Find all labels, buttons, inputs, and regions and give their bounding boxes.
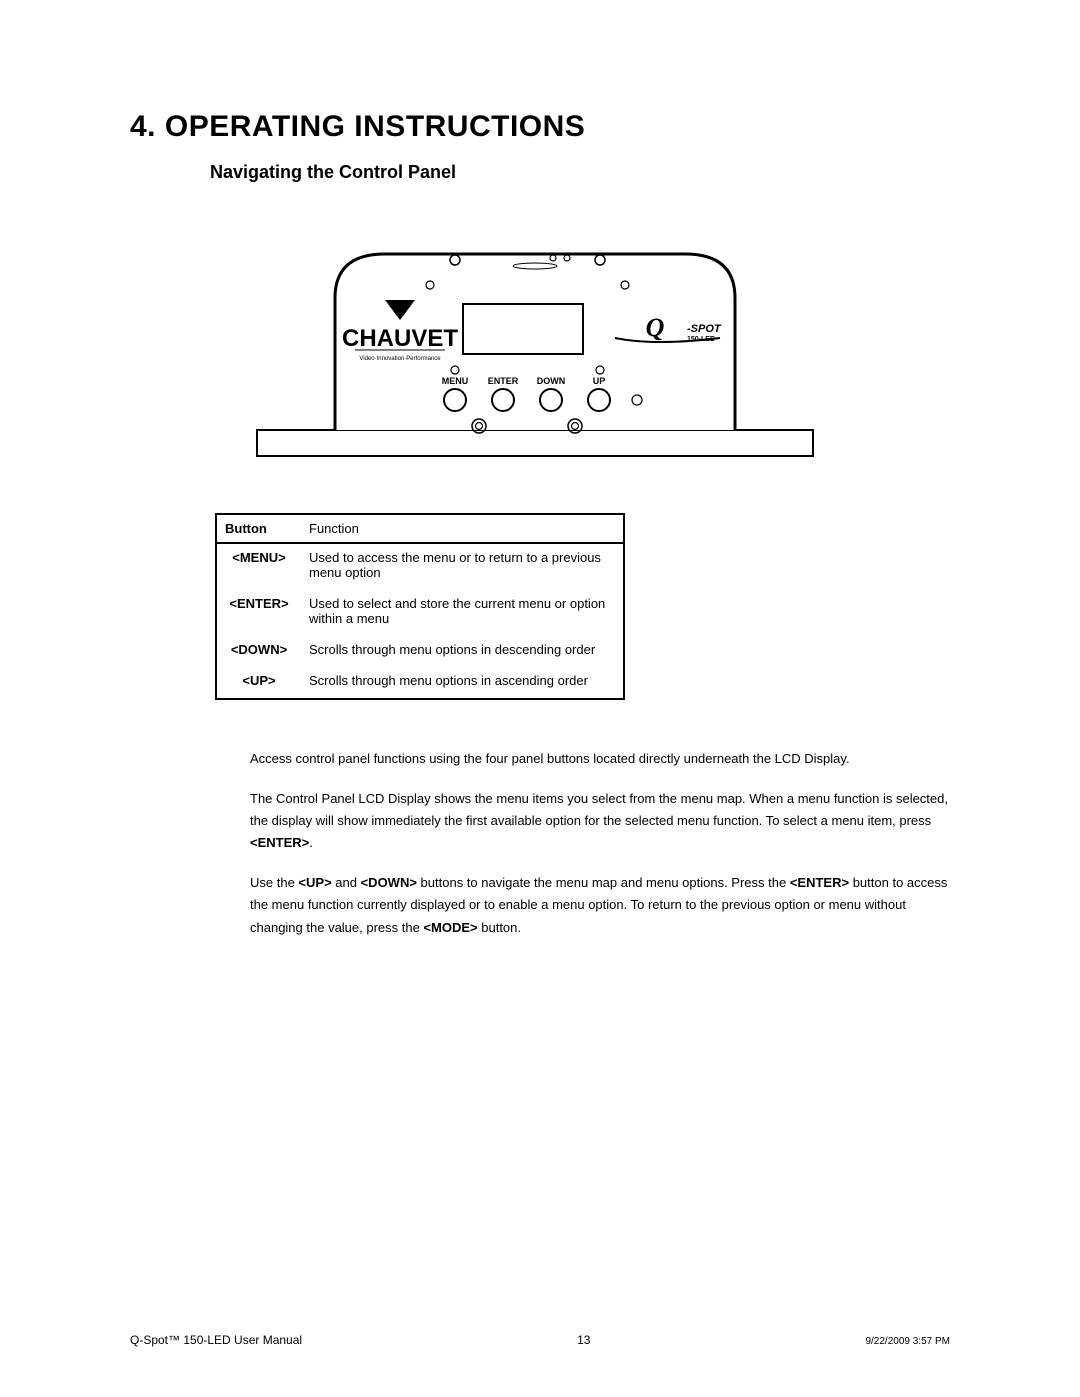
body-paragraphs: Access control panel functions using the… [250,748,950,939]
page-footer: Q-Spot™ 150-LED User Manual 13 9/22/2009… [130,1333,950,1347]
svg-text:DOWN: DOWN [537,376,566,386]
control-panel-diagram: CHAUVET Video·Innovation·Performance Q -… [255,238,950,463]
button-cell: <ENTER> [216,590,301,636]
footer-timestamp: 9/22/2009 3:57 PM [865,1336,950,1347]
brand-logo-text: CHAUVET [342,325,458,352]
button-cell: <DOWN> [216,636,301,667]
svg-text:Video·Innovation·Performance: Video·Innovation·Performance [359,356,441,362]
svg-text:MENU: MENU [442,376,469,386]
paragraph-1: Access control panel functions using the… [250,748,950,770]
svg-text:-SPOT: -SPOT [687,323,722,335]
paragraph-3: Use the <UP> and <DOWN> buttons to navig… [250,872,950,938]
section-title: 4. OPERATING INSTRUCTIONS [130,110,950,144]
section-subtitle: Navigating the Control Panel [210,162,950,183]
svg-text:UP: UP [593,376,606,386]
function-cell: Scrolls through menu options in descendi… [301,636,624,667]
button-function-table: Button Function <MENU> Used to access th… [215,513,625,700]
svg-text:ENTER: ENTER [488,376,519,386]
paragraph-2: The Control Panel LCD Display shows the … [250,788,950,854]
footer-page-number: 13 [577,1333,590,1347]
table-row: <MENU> Used to access the menu or to ret… [216,543,624,590]
function-cell: Used to select and store the current men… [301,590,624,636]
svg-text:Q: Q [646,313,665,342]
table-row: <ENTER> Used to select and store the cur… [216,590,624,636]
button-cell: <UP> [216,667,301,699]
function-cell: Used to access the menu or to return to … [301,543,624,590]
function-cell: Scrolls through menu options in ascendin… [301,667,624,699]
footer-left: Q-Spot™ 150-LED User Manual [130,1333,302,1347]
button-cell: <MENU> [216,543,301,590]
table-header-function: Function [301,514,624,543]
table-header-button: Button [216,514,301,543]
table-row: <DOWN> Scrolls through menu options in d… [216,636,624,667]
table-row: <UP> Scrolls through menu options in asc… [216,667,624,699]
